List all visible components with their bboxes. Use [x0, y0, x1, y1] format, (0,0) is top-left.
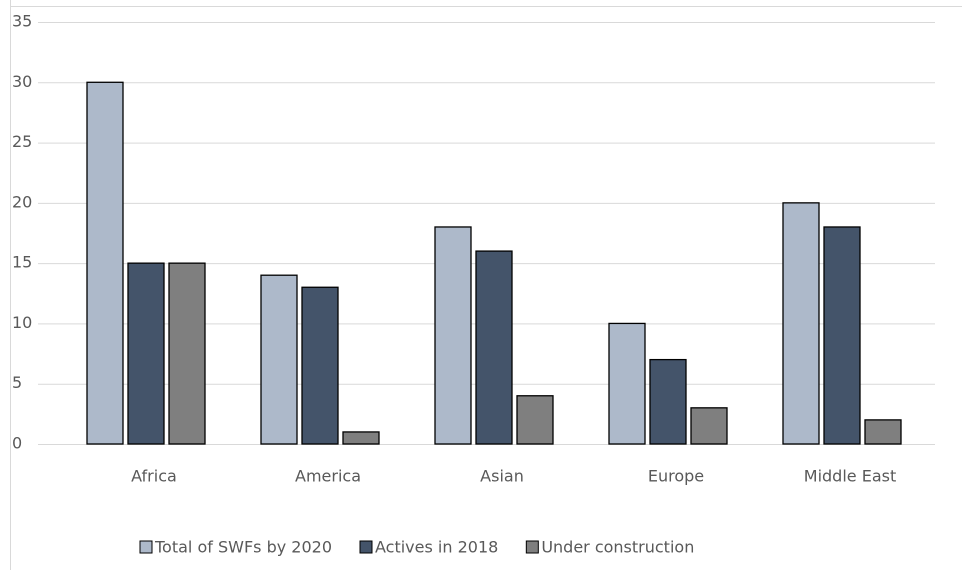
x-tick-label: Africa: [131, 467, 177, 486]
y-tick-label: 25: [12, 132, 32, 151]
legend-label: Total of SWFs by 2020: [154, 538, 332, 557]
bar: [342, 431, 380, 445]
x-tick-label: Europe: [648, 467, 704, 486]
y-tick-label: 15: [12, 253, 32, 272]
bar: [690, 407, 728, 445]
bar: [168, 262, 206, 445]
x-tick-label: Middle East: [804, 467, 896, 486]
legend-swatch: [359, 540, 373, 554]
bar: [86, 81, 124, 445]
legend-swatch: [139, 540, 153, 554]
y-tick-label: 30: [12, 72, 32, 91]
y-tick-label: 20: [12, 192, 32, 211]
bar: [782, 202, 820, 445]
legend-swatch: [525, 540, 539, 554]
bar: [127, 262, 165, 445]
x-tick-label: America: [295, 467, 361, 486]
bar: [649, 358, 687, 445]
bar: [301, 286, 339, 445]
y-tick-label: 35: [12, 12, 32, 31]
y-tick-label: 10: [12, 313, 32, 332]
bar: [475, 250, 513, 445]
y-tick-label: 5: [12, 373, 22, 392]
bar: [864, 419, 902, 445]
bar: [434, 226, 472, 445]
y-tick-label: 0: [12, 434, 22, 453]
legend-label: Actives in 2018: [375, 538, 498, 557]
x-tick-label: Asian: [480, 467, 524, 486]
bar: [260, 274, 298, 445]
bar: [823, 226, 861, 445]
legend-label: Under construction: [541, 538, 694, 557]
bar: [516, 395, 554, 445]
bar: [608, 322, 646, 445]
